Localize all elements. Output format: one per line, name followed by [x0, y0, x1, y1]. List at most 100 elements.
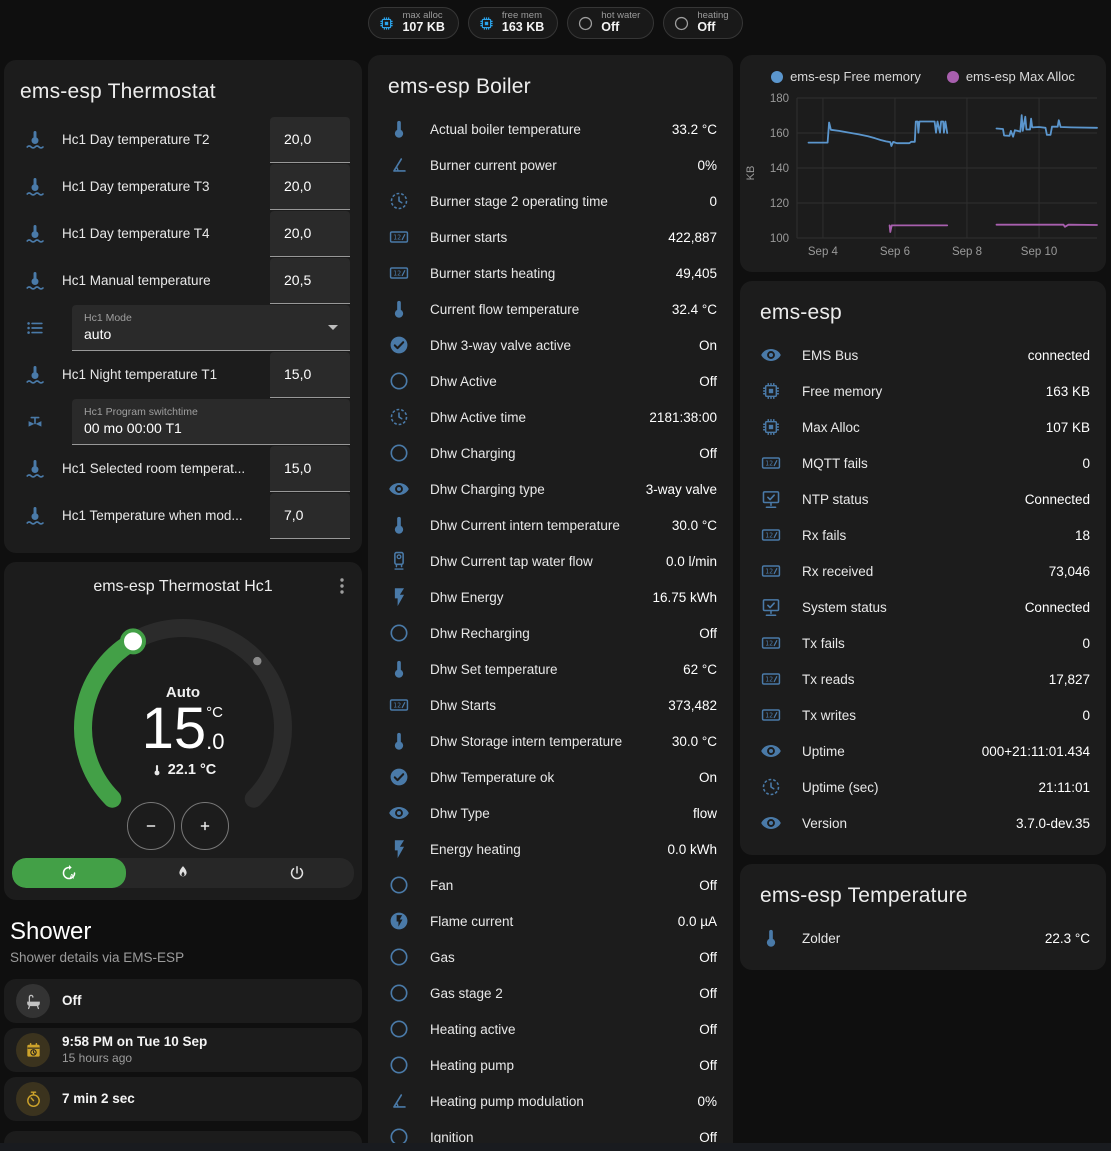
- number-input[interactable]: 15,0: [270, 446, 350, 492]
- emsesp-entity-row[interactable]: Uptime (sec)21:11:01: [756, 769, 1090, 805]
- svg-text:12: 12: [765, 460, 773, 468]
- select-field[interactable]: Hc1 Modeauto: [72, 305, 350, 351]
- minus-icon: [141, 816, 161, 836]
- boiler-entity-row[interactable]: FanOff: [384, 867, 717, 903]
- decrease-temp-button[interactable]: [127, 802, 175, 850]
- number-input[interactable]: 20,0: [270, 211, 350, 257]
- emsesp-entity-row[interactable]: 12Rx received73,046: [756, 553, 1090, 589]
- entity-label: Hc1 Day temperature T3: [62, 179, 270, 194]
- shower-tile[interactable]: Off: [4, 979, 362, 1023]
- header-chip-free-mem[interactable]: free mem163 KB: [468, 7, 558, 39]
- thermostat-rows: Hc1 Day temperature T220,0Hc1 Day temper…: [16, 116, 350, 539]
- boiler-entity-row[interactable]: Dhw Energy16.75 kWh: [384, 579, 717, 615]
- boiler-entity-row[interactable]: 12Burner starts422,887: [384, 219, 717, 255]
- boiler-entity-row[interactable]: Heating pump modulation0%: [384, 1083, 717, 1119]
- text-input[interactable]: Hc1 Program switchtime00 mo 00:00 T1: [72, 399, 350, 445]
- number-input[interactable]: 7,0: [270, 493, 350, 539]
- entity-label: Dhw Energy: [430, 590, 642, 605]
- emsesp-entity-row[interactable]: System statusConnected: [756, 589, 1090, 625]
- plus-icon: [195, 816, 215, 836]
- emsesp-entity-row[interactable]: NTP statusConnected: [756, 481, 1090, 517]
- boiler-entity-row[interactable]: Dhw Recharging Off: [384, 615, 717, 651]
- entity-label: Dhw Temperature ok: [430, 770, 689, 785]
- entity-value: 32.4 °C: [672, 302, 717, 317]
- entity-label: Burner starts: [430, 230, 658, 245]
- boiler-entity-row[interactable]: Dhw Active time2181:38:00: [384, 399, 717, 435]
- entity-label: Gas: [430, 950, 689, 965]
- entity-label: Hc1 Selected room temperat...: [62, 461, 270, 476]
- boiler-entity-row[interactable]: Burner stage 2 operating time0: [384, 183, 717, 219]
- emsesp-entity-row[interactable]: 12Rx fails18: [756, 517, 1090, 553]
- emsesp-entity-row[interactable]: Free memory163 KB: [756, 373, 1090, 409]
- boiler-entity-row[interactable]: Dhw Temperature ok On: [384, 759, 717, 795]
- svg-text:Sep 6: Sep 6: [880, 246, 910, 258]
- entity-label: Energy heating: [430, 842, 657, 857]
- svg-text:12: 12: [765, 676, 773, 684]
- boiler-entity-row[interactable]: Dhw Current tap water flow0.0 l/min: [384, 543, 717, 579]
- header-chip-hot-water[interactable]: hot waterOff: [567, 7, 654, 39]
- boiler-entity-row[interactable]: Dhw Charging type3-way valve: [384, 471, 717, 507]
- number-input[interactable]: 15,0: [270, 352, 350, 398]
- emsesp-entity-row[interactable]: Version3.7.0-dev.35: [756, 805, 1090, 841]
- entity-label: Tx reads: [802, 672, 1039, 687]
- boiler-entity-row[interactable]: Heating activeOff: [384, 1011, 717, 1047]
- boiler-entity-row[interactable]: Gas stage 2Off: [384, 975, 717, 1011]
- emsesp-entity-row[interactable]: Max Alloc107 KB: [756, 409, 1090, 445]
- dots-vertical-icon[interactable]: [330, 574, 354, 598]
- emsesp-entity-row[interactable]: 12MQTT fails0: [756, 445, 1090, 481]
- header-chip-max-alloc[interactable]: max alloc107 KB: [368, 7, 458, 39]
- column-left: ems-esp Thermostat Hc1 Day temperature T…: [4, 60, 362, 1151]
- boiler-entity-row[interactable]: Dhw 3-way valve activeOn: [384, 327, 717, 363]
- shower-tile[interactable]: 9:58 PM on Tue 10 Sep15 hours ago: [4, 1028, 362, 1072]
- boiler-entity-row[interactable]: Energy heating0.0 kWh: [384, 831, 717, 867]
- header-chip-heating[interactable]: heatingOff: [663, 7, 742, 39]
- entity-value: 2181:38:00: [649, 410, 717, 425]
- clock-icon: [388, 190, 410, 212]
- boiler-entity-row[interactable]: Dhw ActiveOff: [384, 363, 717, 399]
- tile-secondary: 15 hours ago: [62, 1051, 207, 1066]
- entity-value: Off: [699, 626, 717, 641]
- emsesp-entity-row[interactable]: Uptime000+21:11:01.434: [756, 733, 1090, 769]
- entity-label: Dhw Recharging: [430, 626, 689, 641]
- emsesp-entity-row[interactable]: 12Tx writes0: [756, 697, 1090, 733]
- entity-label: EMS Bus: [802, 348, 1018, 363]
- boiler-entity-row[interactable]: 12Dhw Starts373,482: [384, 687, 717, 723]
- hvac-mode-auto-button[interactable]: A: [12, 858, 126, 888]
- hvac-mode-heat-button[interactable]: [126, 858, 240, 888]
- thermostat-row: Hc1 Temperature when mod...7,0: [16, 492, 350, 539]
- boiler-entity-row[interactable]: Dhw ChargingOff: [384, 435, 717, 471]
- boiler-entity-row[interactable]: Dhw Typeflow: [384, 795, 717, 831]
- boiler-entity-row[interactable]: Dhw Storage intern temperature30.0 °C: [384, 723, 717, 759]
- network-icon: [760, 596, 782, 618]
- emsesp-entity-row[interactable]: 12Tx reads17,827: [756, 661, 1090, 697]
- increase-temp-button[interactable]: [181, 802, 229, 850]
- boiler-entity-row[interactable]: Current flow temperature32.4 °C: [384, 291, 717, 327]
- number-input[interactable]: 20,0: [270, 164, 350, 210]
- emsesp-entity-row[interactable]: EMS Busconnected: [756, 337, 1090, 373]
- boiler-entity-row[interactable]: Burner current power0%: [384, 147, 717, 183]
- emsesp-entity-row[interactable]: 12Tx fails0: [756, 625, 1090, 661]
- dial-handle[interactable]: [122, 630, 144, 652]
- dial-target-temp: 15 °C .0: [4, 700, 362, 758]
- circle-outline-icon: [388, 1054, 410, 1076]
- thermostat-row: Hc1 Day temperature T320,0: [16, 163, 350, 210]
- circle-outline-icon: [388, 874, 410, 896]
- temperature-entity-row[interactable]: Zolder22.3 °C: [756, 920, 1090, 956]
- shower-tile[interactable]: 7 min 2 sec: [4, 1077, 362, 1121]
- boiler-entity-row[interactable]: 12Burner starts heating49,405: [384, 255, 717, 291]
- boiler-entity-row[interactable]: Dhw Current intern temperature30.0 °C: [384, 507, 717, 543]
- check-circle-icon: [388, 766, 410, 788]
- boiler-entity-row[interactable]: Dhw Set temperature62 °C: [384, 651, 717, 687]
- boiler-entity-row[interactable]: GasOff: [384, 939, 717, 975]
- hvac-mode-off-button[interactable]: [240, 858, 354, 888]
- boiler-card: ems-esp Boiler Actual boiler temperature…: [368, 55, 733, 1151]
- boiler-entity-row[interactable]: Heating pumpOff: [384, 1047, 717, 1083]
- entity-value: On: [699, 770, 717, 785]
- boiler-entity-row[interactable]: Flame current0.0 µA: [384, 903, 717, 939]
- memory-icon: [478, 15, 495, 32]
- circle-outline-icon: [577, 15, 594, 32]
- number-input[interactable]: 20,0: [270, 117, 350, 163]
- number-input[interactable]: 20,5: [270, 258, 350, 304]
- dial-current-temp-dot: [253, 657, 261, 665]
- boiler-entity-row[interactable]: Actual boiler temperature33.2 °C: [384, 111, 717, 147]
